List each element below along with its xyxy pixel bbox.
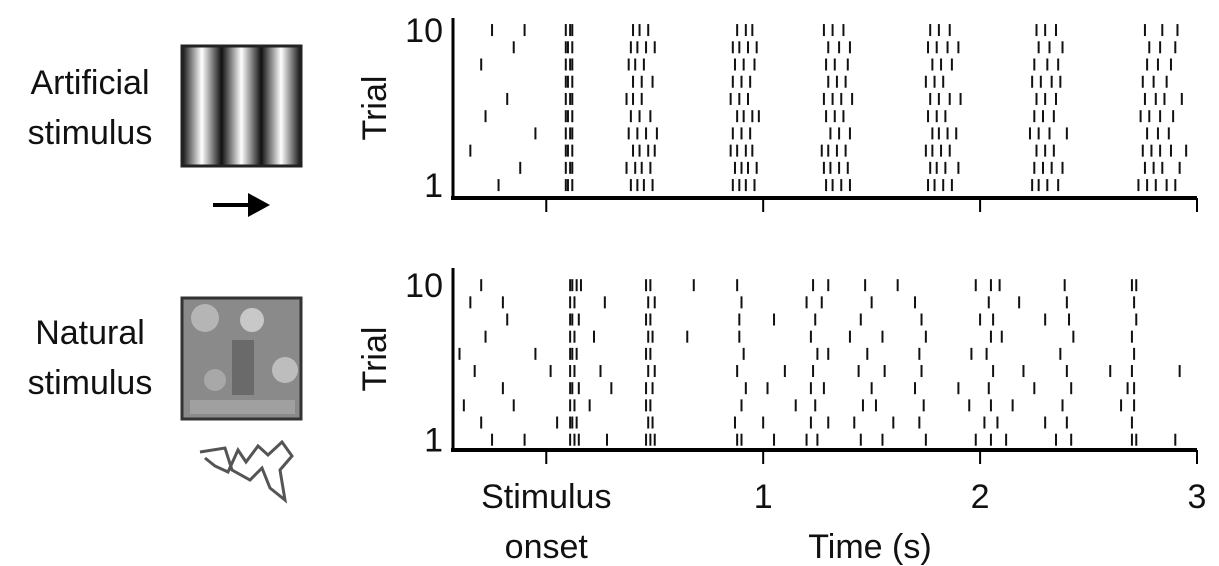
x-tick-label: 1 [754, 478, 773, 516]
x-tick-label: 2 [971, 478, 990, 516]
eye-trajectory [199, 439, 294, 504]
x-axis-label: Time (s) [808, 528, 931, 566]
panel-label: Natural stimulus [27, 314, 153, 402]
grating-image [180, 44, 303, 168]
y-tick-label: 1 [424, 422, 443, 460]
y-tick-label: 10 [405, 12, 443, 50]
x-tick-label: 3 [1188, 478, 1207, 516]
y-axis-label: Trial [356, 326, 394, 392]
panel-label: Artificial stimulus [27, 64, 153, 152]
y-axis-label: Trial [356, 75, 394, 141]
y-tick-label: 1 [424, 167, 443, 205]
arrow-head [248, 193, 270, 217]
natural-image [180, 296, 303, 421]
x-tick-label: Stimulus onset [481, 478, 612, 566]
y-tick-label: 10 [405, 267, 443, 305]
